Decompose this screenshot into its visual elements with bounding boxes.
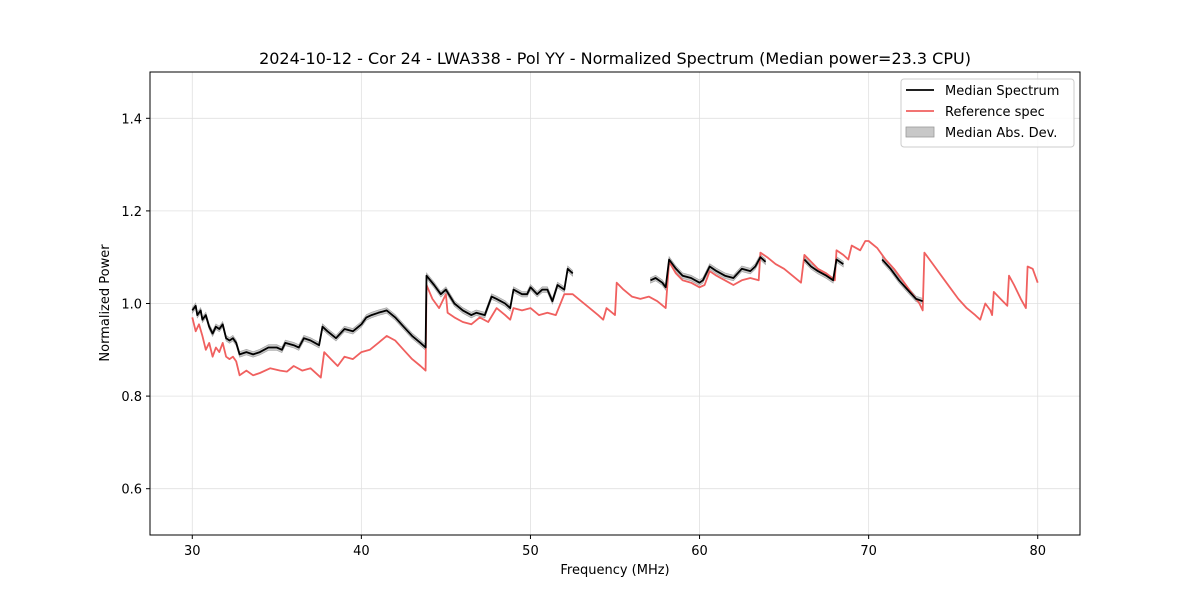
legend: Median Spectrum Reference spec Median Ab… [900, 78, 1075, 148]
legend-mad-swatch [905, 126, 935, 138]
y-tick-label: 1.0 [121, 298, 142, 313]
y-tick-label: 1.4 [121, 112, 142, 127]
median-spectrum-line [881, 258, 923, 303]
x-tick-label: 70 [860, 544, 877, 559]
reference-spectrum-line [191, 240, 1039, 379]
x-tick-label: 60 [691, 544, 708, 559]
median-series-group [191, 256, 923, 356]
x-tick-label: 40 [353, 544, 370, 559]
chart-title: 2024-10-12 - Cor 24 - LWA338 - Pol YY - … [259, 49, 971, 68]
reference-series-group [191, 240, 1039, 379]
x-tick-label: 30 [184, 544, 201, 559]
legend-mad-label: Median Abs. Dev. [945, 126, 1057, 141]
x-axis-label: Frequency (MHz) [560, 563, 669, 578]
median-spectrum-line [803, 258, 844, 282]
y-tick-label: 1.2 [121, 205, 142, 220]
mad-band [650, 253, 766, 291]
x-tick-label: 50 [522, 544, 539, 559]
y-axis-label: Normalized Power [98, 244, 113, 362]
median-spectrum-line [191, 267, 574, 356]
median-spectrum-line [650, 256, 767, 289]
axis-ticks: 30 40 50 60 70 80 0.6 0.8 1.0 1.2 1.4 [121, 112, 1046, 559]
y-tick-label: 0.6 [121, 483, 142, 498]
x-tick-label: 80 [1029, 544, 1046, 559]
legend-box [900, 78, 1075, 148]
legend-median-label: Median Spectrum [945, 84, 1059, 99]
legend-reference-label: Reference spec [945, 105, 1045, 120]
y-tick-label: 0.8 [121, 390, 142, 405]
